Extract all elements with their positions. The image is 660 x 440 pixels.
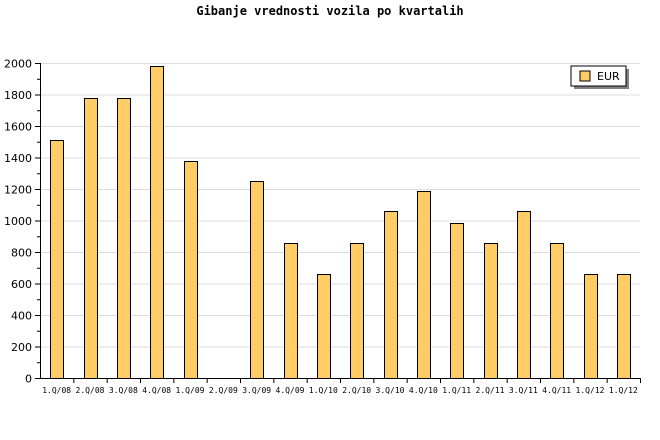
axes (35, 63, 641, 383)
x-tick-label: 2.Q/08 (76, 386, 105, 395)
bar (350, 243, 364, 379)
legend-swatch (579, 70, 591, 82)
y-tick-label: 0 (25, 373, 32, 386)
bar (450, 223, 464, 379)
bar (117, 98, 131, 379)
bar (384, 211, 398, 379)
legend-label: EUR (597, 70, 620, 83)
x-tick-label: 4.Q/11 (542, 386, 571, 395)
bar (417, 191, 431, 379)
bar (550, 243, 564, 379)
x-tick-label: 2.Q/11 (476, 386, 505, 395)
y-tick-label: 1600 (4, 121, 32, 134)
bar (617, 274, 631, 379)
x-tick-label: 2.Q/09 (209, 386, 238, 395)
bar (150, 66, 164, 379)
y-tick-label: 800 (11, 247, 32, 260)
bars-group (50, 66, 631, 379)
x-tick-label: 4.Q/10 (409, 386, 438, 395)
y-tick-label: 2000 (4, 58, 32, 71)
y-tick-label: 1400 (4, 152, 32, 165)
bar (84, 98, 98, 379)
grid-lines (40, 63, 640, 348)
bar (50, 140, 64, 379)
y-tick-label: 1200 (4, 184, 32, 197)
x-tick-label: 3.Q/11 (509, 386, 538, 395)
y-tick-label: 600 (11, 278, 32, 291)
x-tick-labels: 1.Q/08 2.Q/08 3.Q/08 4.Q/08 1.Q/09 2.Q/09 3.Q/… (42, 386, 638, 395)
bar (184, 161, 198, 379)
y-tick-label: 400 (11, 310, 32, 323)
x-tick-label: 1.Q/08 (42, 386, 71, 395)
y-tick-label: 1800 (4, 89, 32, 102)
x-tick-label: 4.Q/09 (276, 386, 305, 395)
x-tick-label: 1.Q/12 (609, 386, 638, 395)
y-tick-label: 1000 (4, 215, 32, 228)
x-tick-label: 2.Q/10 (342, 386, 371, 395)
x-tick-label: 3.Q/09 (242, 386, 271, 395)
x-tick-label: 1.Q/12 (576, 386, 605, 395)
bar (284, 243, 298, 379)
x-tick-label: 3.Q/08 (109, 386, 138, 395)
y-tick-label: 200 (11, 341, 32, 354)
x-tick-label: 1.Q/09 (176, 386, 205, 395)
x-tick-label: 1.Q/11 (442, 386, 471, 395)
bar (584, 274, 598, 379)
x-tick-label: 1.Q/10 (309, 386, 338, 395)
bar (250, 181, 264, 379)
legend: EUR (570, 65, 629, 89)
bar (317, 274, 331, 379)
x-tick-label: 3.Q/10 (376, 386, 405, 395)
bar (517, 211, 531, 379)
chart-title: Gibanje vrednosti vozila po kvartalih (196, 4, 463, 18)
y-tick-labels: 0 200 400 600 800 1000 1200 1400 1600 1800 2000 (4, 58, 32, 386)
bar (484, 243, 498, 379)
x-tick-label: 4.Q/08 (142, 386, 171, 395)
